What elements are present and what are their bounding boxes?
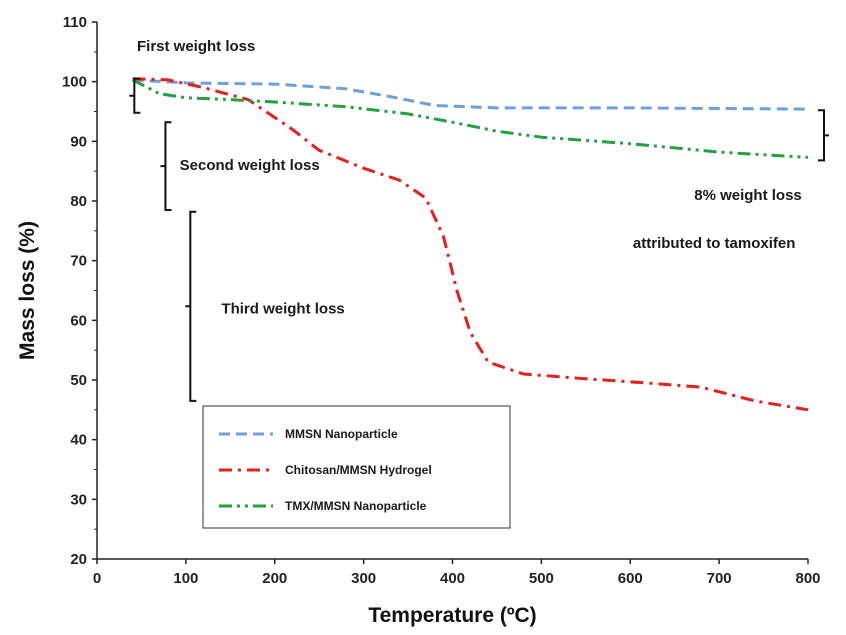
bracket-3 (185, 210, 197, 402)
bracket-4 (817, 109, 829, 162)
y-tick-label: 100 (62, 74, 87, 91)
legend-label: TMX/MMSN Nanoparticle (285, 499, 427, 513)
y-tick-label: 40 (70, 432, 87, 449)
y-tick-label: 50 (70, 372, 87, 389)
y-tick-label: 110 (63, 14, 87, 31)
y-tick-label: 30 (70, 491, 87, 508)
x-tick-label: 500 (529, 570, 554, 587)
annotations-group: First weight loss Second weight loss Third… (137, 38, 802, 318)
y-tick-label: 60 (70, 312, 87, 329)
x-tick-label: 400 (440, 570, 465, 587)
brackets-group (129, 77, 829, 402)
x-tick-label: 300 (351, 570, 376, 587)
x-axis-title: Temperature (ºC) (368, 604, 536, 627)
annotation-text: attributed to tamoxifen (633, 235, 796, 252)
series-line-3 (131, 78, 809, 159)
x-tick-label: 0 (93, 570, 101, 587)
legend-box (202, 405, 511, 529)
legend-items: MMSN Nanoparticle Chitosan/MMSN Hydrogel T… (219, 427, 432, 513)
annotation-text: 8% weight loss (694, 187, 802, 204)
y-tick-label: 80 (70, 193, 87, 210)
y-axis-title: Mass loss (%) (16, 221, 39, 360)
y-ticks: 20 30 40 50 60 70 80 90 100 110 (62, 14, 97, 568)
y-tick-label: 70 (70, 253, 87, 270)
x-tick-label: 600 (618, 570, 643, 587)
annotation-text: First weight loss (137, 38, 255, 55)
series-group (131, 77, 809, 412)
legend-label: MMSN Nanoparticle (285, 427, 398, 441)
x-tick-label: 800 (795, 570, 820, 587)
x-tick-label: 200 (262, 570, 287, 587)
annotation-text: Third weight loss (221, 300, 344, 317)
y-tick-label: 20 (70, 551, 87, 568)
bracket-1 (129, 77, 141, 114)
x-ticks: 0 100 200 300 400 500 600 700 800 (93, 559, 821, 587)
legend: MMSN Nanoparticle Chitosan/MMSN Hydrogel T… (202, 405, 511, 529)
x-tick-label: 100 (173, 570, 198, 587)
series-line-1 (132, 78, 809, 111)
annotation-text: Second weight loss (180, 157, 320, 174)
y-tick-label: 90 (70, 133, 87, 150)
bracket-2 (160, 121, 172, 211)
legend-label: Chitosan/MMSN Hydrogel (285, 463, 432, 477)
series-line-2 (132, 77, 809, 412)
x-tick-label: 700 (707, 570, 732, 587)
